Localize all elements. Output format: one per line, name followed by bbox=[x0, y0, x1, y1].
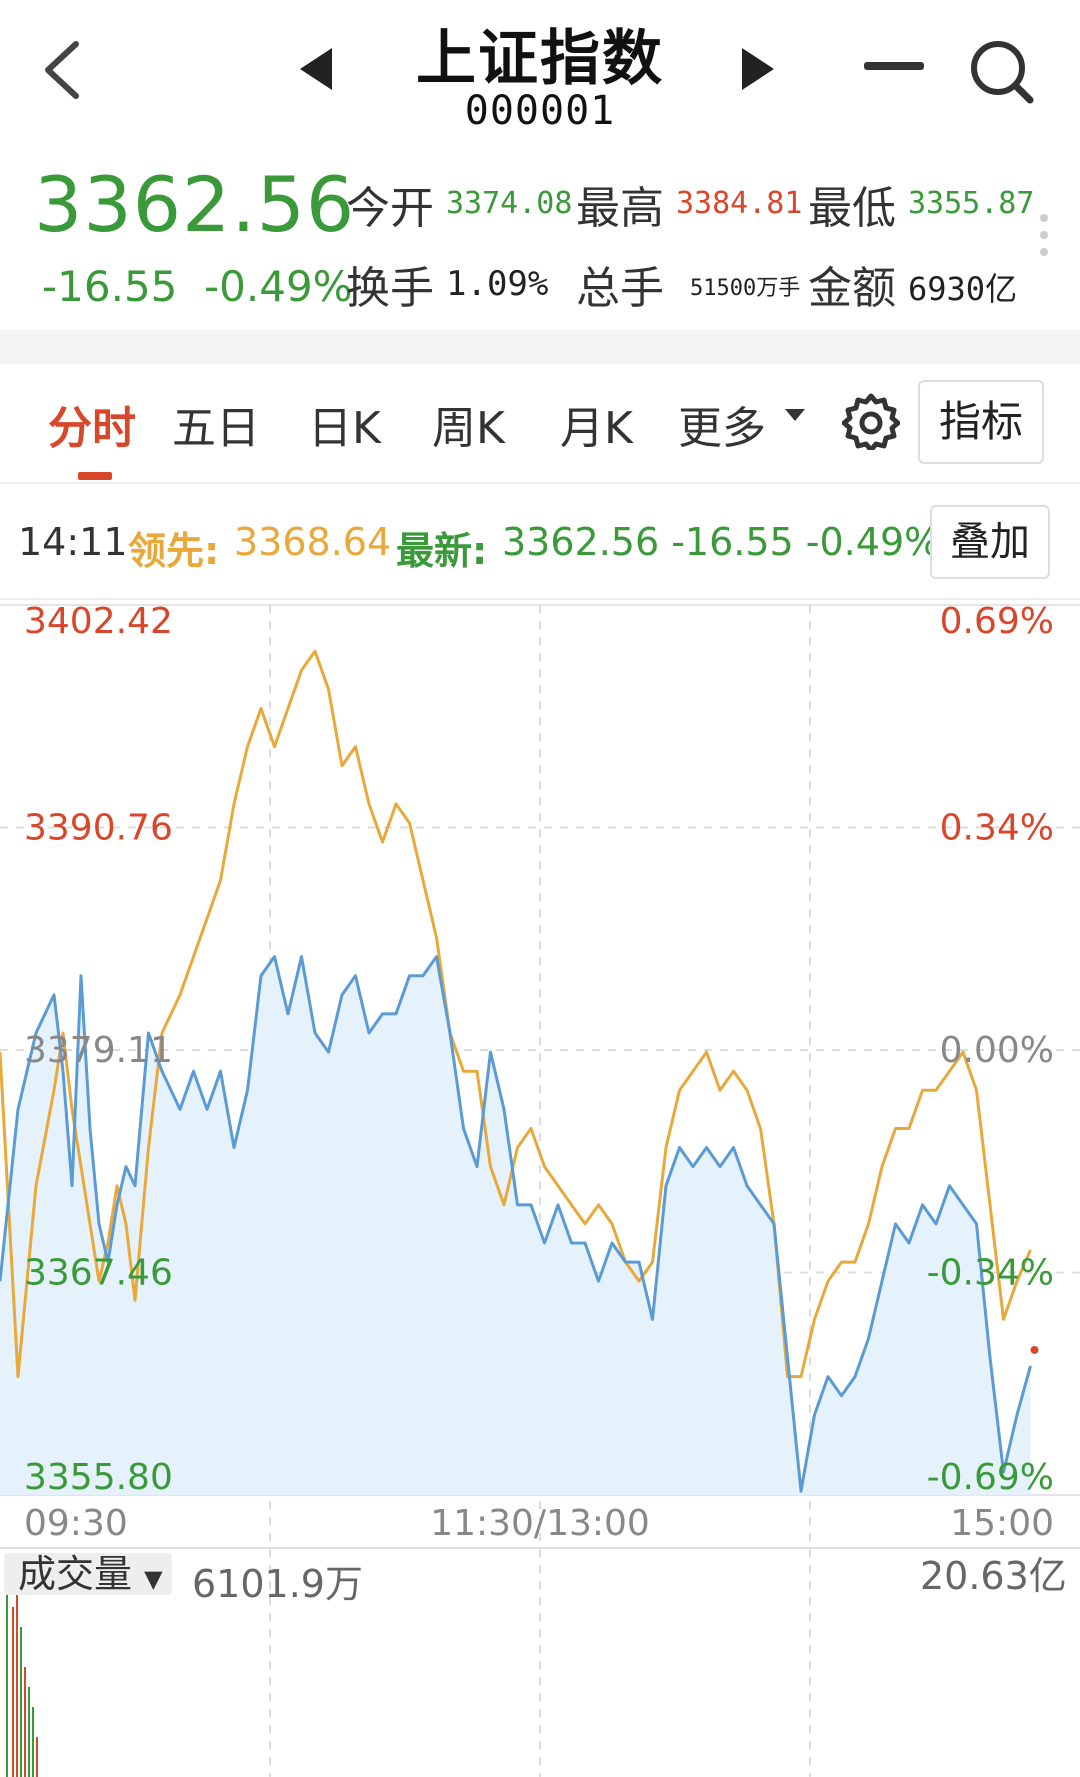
remove-watchlist-icon[interactable] bbox=[864, 62, 924, 70]
volume-caret-icon: ▼ bbox=[144, 1565, 163, 1593]
volume-bar bbox=[12, 1607, 14, 1777]
turnover-value: 1.09% bbox=[446, 264, 549, 304]
previous-stock-icon[interactable] bbox=[296, 46, 336, 92]
y-axis-left-label: 3367.46 bbox=[24, 1253, 173, 1294]
tab-intraday[interactable]: 分时 bbox=[48, 403, 136, 454]
volume-bar bbox=[36, 1737, 38, 1777]
volume-bar bbox=[16, 1587, 18, 1777]
y-axis-right-label: 0.00% bbox=[940, 1030, 1054, 1071]
y-axis-right-label: 0.34% bbox=[940, 808, 1054, 849]
dropdown-caret-icon bbox=[785, 409, 805, 421]
intraday-chart[interactable]: 3402.42 0.69% 3390.76 0.34% 3379.11 0.00% 3367… bbox=[0, 600, 1080, 1777]
gear-icon[interactable] bbox=[842, 392, 900, 450]
stock-name: 上证指数 bbox=[416, 24, 664, 94]
tab-more[interactable]: 更多 bbox=[678, 403, 766, 454]
y-axis-right-label: -0.69% bbox=[927, 1457, 1054, 1498]
volume-bar bbox=[32, 1707, 34, 1777]
volume-bar bbox=[6, 1567, 8, 1777]
tab-five-day[interactable]: 五日 bbox=[172, 403, 260, 454]
info-divider bbox=[0, 598, 1080, 600]
high-value: 3384.81 bbox=[676, 186, 803, 221]
price-change: -16.55 bbox=[42, 262, 178, 311]
low-value: 3355.87 bbox=[908, 186, 1035, 221]
y-axis-right-label: -0.34% bbox=[927, 1253, 1054, 1294]
x-axis-label: 11:30/13:00 bbox=[430, 1503, 650, 1544]
turnover-label: 换手 bbox=[346, 263, 434, 314]
volume-bar bbox=[28, 1687, 30, 1777]
indicator-button[interactable]: 指标 bbox=[918, 380, 1044, 464]
price-line bbox=[0, 955, 1032, 1493]
amount-value: 6930亿 bbox=[908, 270, 1018, 308]
price-change-percent: -0.49% bbox=[204, 262, 353, 311]
y-axis-left-label: 3390.76 bbox=[24, 808, 173, 849]
amount-label: 金额 bbox=[808, 263, 896, 314]
tab-monthly-k[interactable]: 月K bbox=[560, 403, 633, 454]
lead-line bbox=[0, 649, 1032, 1379]
volume-bar bbox=[24, 1667, 26, 1777]
lead-value: 3368.64 bbox=[234, 520, 392, 564]
search-icon[interactable] bbox=[968, 38, 1034, 104]
volume-selector-label: 成交量 bbox=[18, 1552, 133, 1596]
volume-max: 20.63亿 bbox=[920, 1554, 1067, 1598]
y-axis-left-label: 3355.80 bbox=[24, 1457, 173, 1498]
y-axis-right-label: 0.69% bbox=[940, 601, 1054, 642]
section-divider bbox=[0, 330, 1080, 364]
high-label: 最高 bbox=[576, 183, 664, 234]
volume-current: 6101.9万 bbox=[192, 1562, 363, 1606]
last-price-dot bbox=[1030, 1345, 1039, 1354]
stock-code: 000001 bbox=[464, 88, 616, 134]
current-price: 3362.56 bbox=[34, 160, 356, 249]
volume-label: 总手 bbox=[576, 263, 664, 314]
lead-label: 领先: bbox=[128, 529, 220, 573]
latest-label: 最新: bbox=[396, 529, 488, 573]
open-value: 3374.08 bbox=[446, 186, 573, 221]
x-axis-label: 09:30 bbox=[24, 1503, 128, 1544]
latest-value: 3362.56 -16.55 -0.49% bbox=[502, 520, 941, 564]
y-axis-left-label: 3379.11 bbox=[24, 1030, 173, 1071]
x-axis-label: 15:00 bbox=[950, 1503, 1054, 1544]
low-label: 最低 bbox=[808, 183, 896, 234]
tab-daily-k[interactable]: 日K bbox=[308, 403, 381, 454]
price-area-fill bbox=[0, 956, 1031, 1495]
back-arrow-icon[interactable] bbox=[40, 40, 84, 100]
tabs-divider bbox=[0, 482, 1080, 484]
y-axis-left-label: 3402.42 bbox=[24, 601, 173, 642]
volume-selector[interactable]: 成交量 ▼ bbox=[4, 1553, 172, 1595]
more-dots-icon[interactable] bbox=[1038, 212, 1050, 258]
overlay-button[interactable]: 叠加 bbox=[930, 505, 1050, 579]
cursor-time: 14:11 bbox=[18, 520, 128, 564]
volume-bar bbox=[20, 1627, 22, 1777]
next-stock-icon[interactable] bbox=[738, 46, 778, 92]
volume-value: 51500万手 bbox=[690, 276, 801, 301]
active-tab-indicator bbox=[78, 472, 112, 480]
tab-weekly-k[interactable]: 周K bbox=[432, 403, 505, 454]
open-label: 今开 bbox=[346, 183, 434, 234]
